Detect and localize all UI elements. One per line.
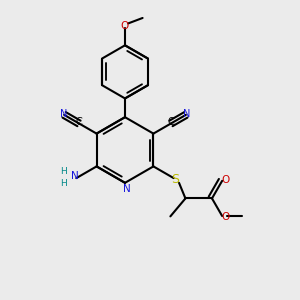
Text: O: O [222,175,230,185]
Text: N: N [182,109,190,119]
Text: S: S [171,172,179,186]
Text: C: C [76,117,82,127]
Text: N: N [60,109,68,119]
Text: N: N [71,171,79,181]
Text: H: H [60,167,67,176]
Text: N: N [123,184,130,194]
Text: C: C [168,117,174,127]
Text: O: O [222,212,230,222]
Text: O: O [120,21,128,31]
Text: H: H [60,179,67,188]
